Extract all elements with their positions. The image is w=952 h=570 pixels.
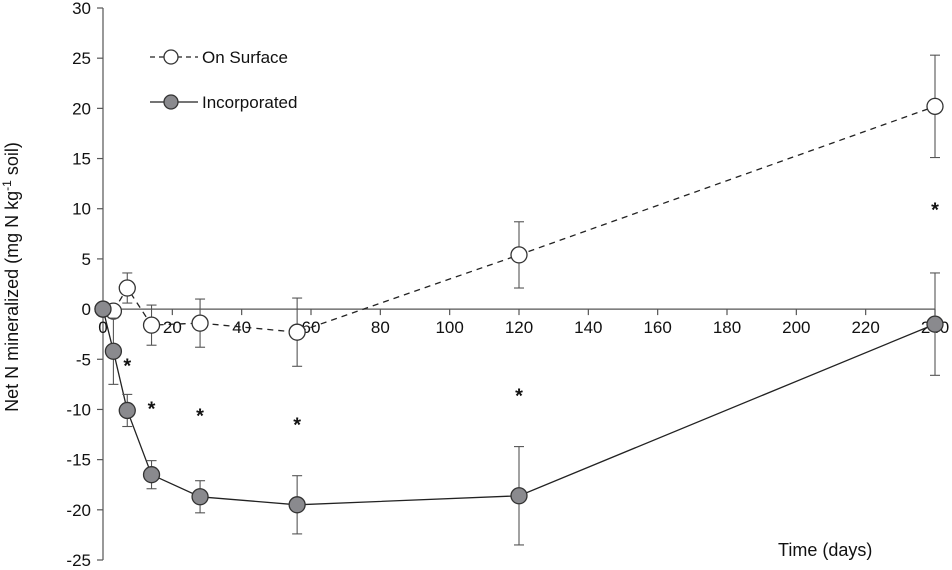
significance-asterisk: * <box>293 415 301 437</box>
legend-marker-on-surface <box>163 49 179 65</box>
y-tick-label: -5 <box>76 350 91 369</box>
y-axis-title-main: Net N mineralized (mg N kg <box>2 191 22 412</box>
data-point-on-surface <box>510 246 528 264</box>
y-tick-label: 25 <box>72 49 91 68</box>
y-tick-label: 0 <box>82 300 91 319</box>
data-point-incorporated <box>142 466 161 484</box>
x-tick-label: 140 <box>574 318 602 337</box>
y-tick-label: 30 <box>72 0 91 18</box>
x-tick-label: 200 <box>782 318 810 337</box>
series-line-on-surface <box>102 105 936 333</box>
legend-label-on-surface: On Surface <box>202 48 288 67</box>
x-tick-label: 40 <box>232 318 251 337</box>
data-point-incorporated <box>94 300 112 318</box>
y-tick-label: 10 <box>72 200 91 219</box>
data-point-incorporated <box>104 342 123 360</box>
significance-asterisk: * <box>148 398 156 420</box>
series-group <box>94 54 944 546</box>
data-point-on-surface <box>288 323 306 341</box>
data-point-incorporated <box>288 496 306 514</box>
data-point-incorporated <box>118 401 136 420</box>
significance-asterisk: * <box>515 385 523 407</box>
x-tick-label: 100 <box>435 318 463 337</box>
x-tick-label: 0 <box>98 318 107 337</box>
significance-markers: * * * * * * <box>123 200 939 437</box>
data-point-on-surface <box>118 279 136 297</box>
y-tick-label: -25 <box>66 551 91 570</box>
data-point-on-surface <box>191 314 209 332</box>
y-axis-title-end: soil) <box>2 142 22 180</box>
y-tick-label: 15 <box>72 150 91 169</box>
data-point-incorporated <box>926 315 944 333</box>
significance-asterisk: * <box>123 355 131 377</box>
y-tick-label: -20 <box>66 501 91 520</box>
x-tick-label: 80 <box>371 318 390 337</box>
data-point-on-surface <box>926 97 944 116</box>
x-axis-title: Time (days) <box>778 540 872 560</box>
y-tick-label: -10 <box>66 400 91 419</box>
data-point-on-surface <box>142 316 161 334</box>
x-tick-label: 20 <box>163 318 182 337</box>
significance-asterisk: * <box>196 405 204 427</box>
x-tick-label: 220 <box>851 318 879 337</box>
x-tick-label: 160 <box>643 318 671 337</box>
y-tick-label: 5 <box>82 250 91 269</box>
legend-marker-incorporated <box>163 94 179 110</box>
legend-label-incorporated: Incorporated <box>202 93 297 112</box>
series-line-incorporated <box>102 308 936 506</box>
x-tick-label: 180 <box>713 318 741 337</box>
data-point-incorporated <box>510 487 528 505</box>
x-tick-label: 120 <box>505 318 533 337</box>
legend: On Surface Incorporated <box>150 48 297 112</box>
y-axis-title: Net N mineralized (mg N kg-1 soil) <box>0 142 22 412</box>
y-tick-label: 20 <box>72 99 91 118</box>
y-axis-title-superscript: -1 <box>0 180 14 191</box>
significance-asterisk: * <box>931 200 939 222</box>
y-tick-label: -15 <box>66 451 91 470</box>
data-point-incorporated <box>191 488 209 506</box>
